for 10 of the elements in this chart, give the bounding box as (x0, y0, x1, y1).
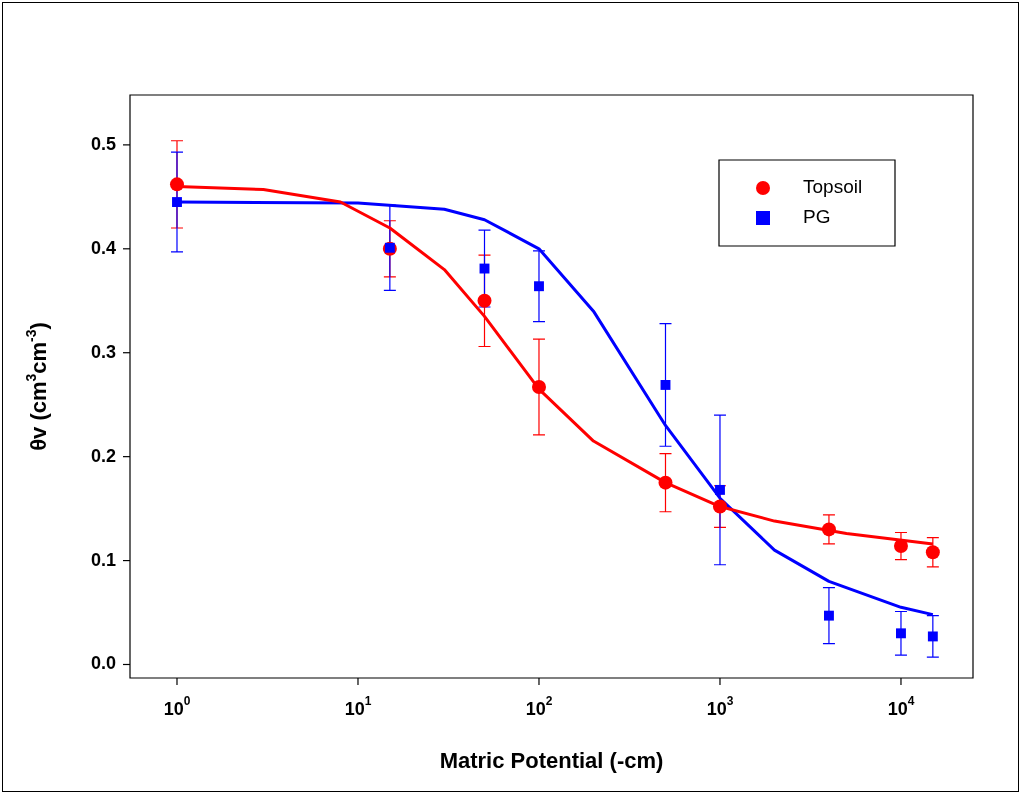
y-tick-label: 0.2 (90, 445, 117, 466)
y-tick-label: 0.4 (90, 237, 117, 258)
y-tick-label: 0.0 (90, 653, 117, 674)
y-tick-label: 0.1 (90, 549, 117, 570)
x-axis-title: Matric Potential (-cm) (439, 748, 664, 774)
y-tick-label: 0.5 (90, 133, 117, 154)
legend-label: PG (803, 206, 831, 228)
y-axis-title: θv (cm3cm-3) (22, 322, 52, 451)
y-tick-label: 0.3 (90, 341, 117, 362)
legend-label: Topsoil (803, 176, 863, 198)
